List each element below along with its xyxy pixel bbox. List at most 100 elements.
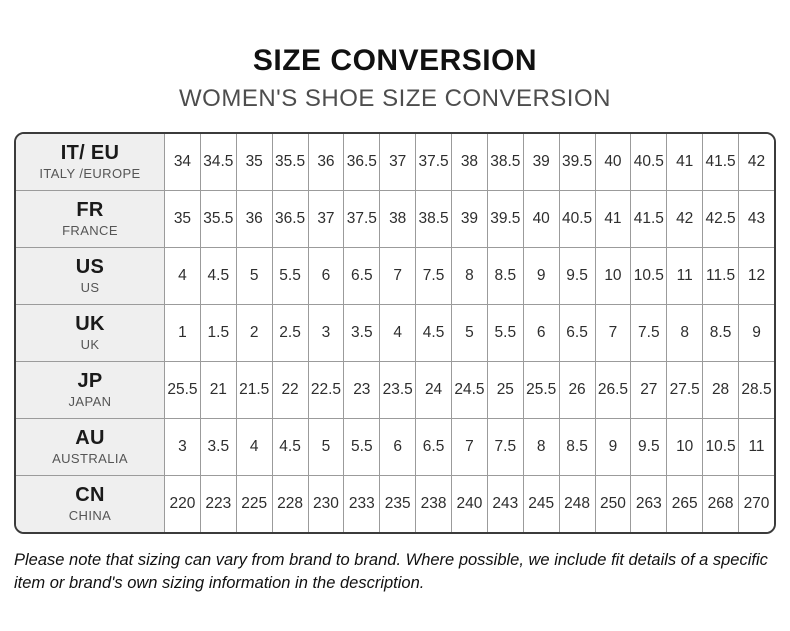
size-cell: 10 bbox=[666, 418, 704, 476]
size-cell: 8 bbox=[451, 247, 488, 305]
size-cell: 4.5 bbox=[415, 304, 452, 362]
size-cell: 238 bbox=[415, 475, 452, 532]
size-cell: 245 bbox=[522, 475, 560, 532]
row-header-code: IT/ EU bbox=[60, 142, 120, 165]
row-header-region: JAPAN bbox=[68, 394, 112, 410]
table-row-cn: CN CHINA 220 223 225 228 230 233 235 238 240 243 245… bbox=[16, 475, 774, 532]
size-cell: 270 bbox=[738, 475, 774, 532]
size-cell: 225 bbox=[235, 475, 273, 532]
size-cell: 263 bbox=[630, 475, 668, 532]
size-cell: 25.5 bbox=[522, 361, 560, 419]
table-row-fr: FR FRANCE 35 35.5 36 36.5 37 37.5 38 38.5 39 39.5 40… bbox=[16, 190, 774, 248]
size-cell: 9 bbox=[594, 418, 632, 476]
size-cell: 3 bbox=[307, 304, 345, 362]
size-cell: 38 bbox=[451, 134, 488, 191]
size-cell: 28.5 bbox=[738, 361, 774, 419]
size-cell: 39 bbox=[451, 190, 488, 248]
size-cell: 265 bbox=[666, 475, 704, 532]
size-cell: 3.5 bbox=[199, 418, 237, 476]
size-cell: 6.5 bbox=[415, 418, 452, 476]
size-cell: 41 bbox=[666, 134, 704, 191]
row-header-region: AUSTRALIA bbox=[52, 451, 128, 467]
size-cell: 1 bbox=[164, 304, 201, 362]
row-header-code: CN bbox=[75, 484, 105, 507]
page-subtitle: WOMEN'S SHOE SIZE CONVERSION bbox=[179, 85, 611, 112]
row-header: FR FRANCE bbox=[16, 190, 165, 248]
row-header-region: FRANCE bbox=[62, 223, 118, 239]
size-cell: 26 bbox=[558, 361, 596, 419]
size-cell: 37.5 bbox=[415, 134, 452, 191]
size-cell: 39.5 bbox=[558, 134, 596, 191]
size-cell: 37 bbox=[307, 190, 345, 248]
size-cell: 4.5 bbox=[199, 247, 237, 305]
size-cell: 8.5 bbox=[558, 418, 596, 476]
size-cell: 240 bbox=[451, 475, 488, 532]
size-cell: 23.5 bbox=[379, 361, 417, 419]
size-cell: 28 bbox=[702, 361, 739, 419]
sizing-note: Please note that sizing can vary from br… bbox=[14, 551, 768, 593]
size-cell: 8 bbox=[666, 304, 704, 362]
size-cell: 41.5 bbox=[630, 190, 668, 248]
size-cell: 38.5 bbox=[415, 190, 452, 248]
size-cell: 35.5 bbox=[199, 190, 237, 248]
size-cell: 268 bbox=[702, 475, 739, 532]
size-cell: 10 bbox=[594, 247, 632, 305]
size-cell: 35.5 bbox=[271, 134, 309, 191]
size-cell: 42 bbox=[738, 134, 774, 191]
size-cell: 248 bbox=[558, 475, 596, 532]
row-header: US US bbox=[16, 247, 165, 305]
table-row-us: US US 4 4.5 5 5.5 6 6.5 7 7.5 8 8.5 9 9.5 10 10.5 11 11.5… bbox=[16, 247, 774, 305]
size-cell: 5.5 bbox=[271, 247, 309, 305]
size-cell: 7.5 bbox=[630, 304, 668, 362]
size-cell: 223 bbox=[199, 475, 237, 532]
size-cell: 34.5 bbox=[199, 134, 237, 191]
size-cell: 11 bbox=[738, 418, 774, 476]
size-cell: 36.5 bbox=[271, 190, 309, 248]
size-cell: 6.5 bbox=[558, 304, 596, 362]
size-cell: 37.5 bbox=[343, 190, 381, 248]
size-cell: 25.5 bbox=[164, 361, 201, 419]
size-cell: 34 bbox=[164, 134, 201, 191]
size-cell: 22.5 bbox=[307, 361, 345, 419]
size-cell: 12 bbox=[738, 247, 774, 305]
size-cell: 27 bbox=[630, 361, 668, 419]
size-cell: 4 bbox=[235, 418, 273, 476]
size-cell: 7.5 bbox=[486, 418, 524, 476]
size-cell: 5.5 bbox=[486, 304, 524, 362]
table-row-uk: UK UK 1 1.5 2 2.5 3 3.5 4 4.5 5 5.5 6 6.5 7 7.5 8 8.5 9 bbox=[16, 304, 774, 362]
row-header: IT/ EU ITALY /EUROPE bbox=[16, 134, 165, 191]
size-cell: 250 bbox=[594, 475, 632, 532]
size-cell: 7 bbox=[379, 247, 417, 305]
size-cell: 3.5 bbox=[343, 304, 381, 362]
size-cell: 24 bbox=[415, 361, 452, 419]
size-cell: 1.5 bbox=[199, 304, 237, 362]
size-cell: 24.5 bbox=[451, 361, 488, 419]
size-cell: 4 bbox=[164, 247, 201, 305]
size-cell: 230 bbox=[307, 475, 345, 532]
size-cell: 243 bbox=[486, 475, 524, 532]
size-cell: 38 bbox=[379, 190, 417, 248]
size-cell: 9 bbox=[522, 247, 560, 305]
size-cell: 9 bbox=[738, 304, 774, 362]
size-cell: 27.5 bbox=[666, 361, 704, 419]
size-cell: 235 bbox=[379, 475, 417, 532]
size-cell: 8.5 bbox=[486, 247, 524, 305]
size-table-body: IT/ EU ITALY /EUROPE 34 34.5 35 35.5 36 36.5 37 3… bbox=[16, 134, 774, 532]
size-cell: 23 bbox=[343, 361, 381, 419]
size-cell: 40.5 bbox=[558, 190, 596, 248]
size-cell: 4 bbox=[379, 304, 417, 362]
row-header: CN CHINA bbox=[16, 475, 165, 532]
size-cell: 6 bbox=[522, 304, 560, 362]
size-cell: 7 bbox=[451, 418, 488, 476]
size-cell: 35 bbox=[235, 134, 273, 191]
size-cell: 6.5 bbox=[343, 247, 381, 305]
table-row-jp: JP JAPAN 25.5 21 21.5 22 22.5 23 23.5 24 24.5 25 25.… bbox=[16, 361, 774, 419]
row-header-region: ITALY /EUROPE bbox=[39, 166, 141, 182]
size-cell: 8 bbox=[522, 418, 560, 476]
row-header-region: US bbox=[80, 280, 100, 296]
size-cell: 5 bbox=[307, 418, 345, 476]
size-cell: 22 bbox=[271, 361, 309, 419]
row-header-region: UK bbox=[80, 337, 100, 353]
size-conversion-table: IT/ EU ITALY /EUROPE 34 34.5 35 35.5 36 36.5 37 3… bbox=[14, 132, 776, 534]
